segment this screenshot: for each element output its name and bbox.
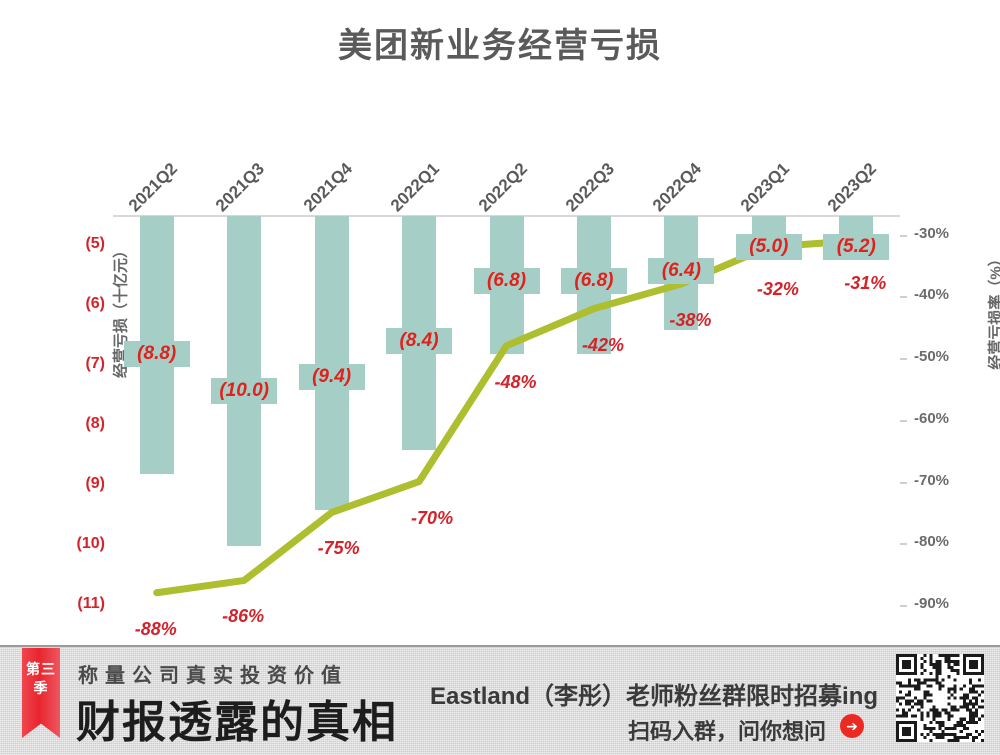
footer-title: 财报透露的真相 — [76, 686, 398, 750]
footer-promo-line2: 扫码入群，问你想问 — [628, 714, 826, 746]
right-tick-label: -70% — [914, 472, 949, 489]
line-value-label: -31% — [844, 273, 886, 294]
left-axis-ticks: (5) (6) (7) (8) (9) (10) (11) — [55, 216, 105, 636]
bar-value-label: (10.0) — [211, 378, 277, 404]
right-tick-label: -50% — [914, 348, 949, 365]
qr-code[interactable] — [896, 654, 984, 742]
bar-value-label: (5.0) — [736, 234, 802, 260]
plot-area: (8.8) (10.0) (9.4) (8.4) (6.8) (6.8) (6.4) (5.0… — [113, 216, 900, 636]
bar-value-label: (6.8) — [474, 268, 540, 294]
footer-promo-line1: Eastland（李彤）老师粉丝群限时招募ing — [430, 676, 878, 711]
right-axis-ticks: -30% -40% -50% -60% -70% -80% -90% — [900, 216, 960, 636]
arrow-right-icon[interactable]: ➔ — [840, 714, 864, 738]
right-tick-label: -90% — [914, 595, 949, 612]
line-value-label: -42% — [582, 335, 624, 356]
right-tick-label: -80% — [914, 533, 949, 550]
line-value-label: -86% — [222, 606, 264, 627]
right-tick-mark — [900, 235, 907, 237]
left-tick-label: (11) — [77, 595, 105, 613]
line-value-label: -70% — [411, 508, 453, 529]
bar-value-label: (9.4) — [299, 364, 365, 390]
left-tick-label: (5) — [85, 235, 105, 253]
left-tick-label: (6) — [85, 295, 105, 313]
bar-value-label: (8.4) — [386, 328, 452, 354]
qr-code-icon — [896, 654, 984, 742]
right-tick-mark — [900, 420, 907, 422]
x-tick-label: 2022Q2 — [474, 159, 531, 216]
right-tick-mark — [900, 605, 907, 607]
line-value-label: -38% — [669, 310, 711, 331]
line-value-label: -48% — [495, 372, 537, 393]
bar-value-label: (6.4) — [648, 258, 714, 284]
bar-value-label: (6.8) — [561, 268, 627, 294]
x-tick-label: 2021Q3 — [212, 159, 269, 216]
x-tick-label: 2022Q1 — [387, 159, 444, 216]
x-tick-label: 2023Q2 — [824, 159, 881, 216]
left-tick-label: (10) — [77, 535, 105, 553]
right-axis-title: 经营亏损率（%） — [985, 191, 1000, 431]
line-value-label: -88% — [135, 619, 177, 640]
bar-value-label: (8.8) — [124, 341, 190, 367]
right-tick-mark — [900, 358, 907, 360]
x-tick-label: 2021Q4 — [299, 159, 356, 216]
right-tick-mark — [900, 543, 907, 545]
x-tick-label: 2021Q2 — [125, 159, 182, 216]
right-tick-mark — [900, 482, 907, 484]
left-tick-label: (8) — [85, 415, 105, 433]
x-axis-labels: 2021Q2 2021Q3 2021Q4 2022Q1 2022Q2 2022Q3 2022… — [113, 120, 900, 216]
left-tick-label: (9) — [85, 475, 105, 493]
right-tick-label: -40% — [914, 286, 949, 303]
right-tick-label: -60% — [914, 410, 949, 427]
x-tick-label: 2022Q3 — [562, 159, 619, 216]
footer-subtitle: 称量公司真实投资价值 — [78, 659, 348, 688]
bar-value-label: (5.2) — [823, 234, 889, 260]
x-tick-label: 2022Q4 — [649, 159, 706, 216]
line-value-label: -32% — [757, 279, 799, 300]
line-value-label: -75% — [318, 538, 360, 559]
right-tick-label: -30% — [914, 225, 949, 242]
left-tick-label: (7) — [85, 355, 105, 373]
x-tick-label: 2023Q1 — [737, 159, 794, 216]
page-title: 美团新业务经营亏损 — [0, 18, 1000, 67]
right-tick-mark — [900, 296, 907, 298]
